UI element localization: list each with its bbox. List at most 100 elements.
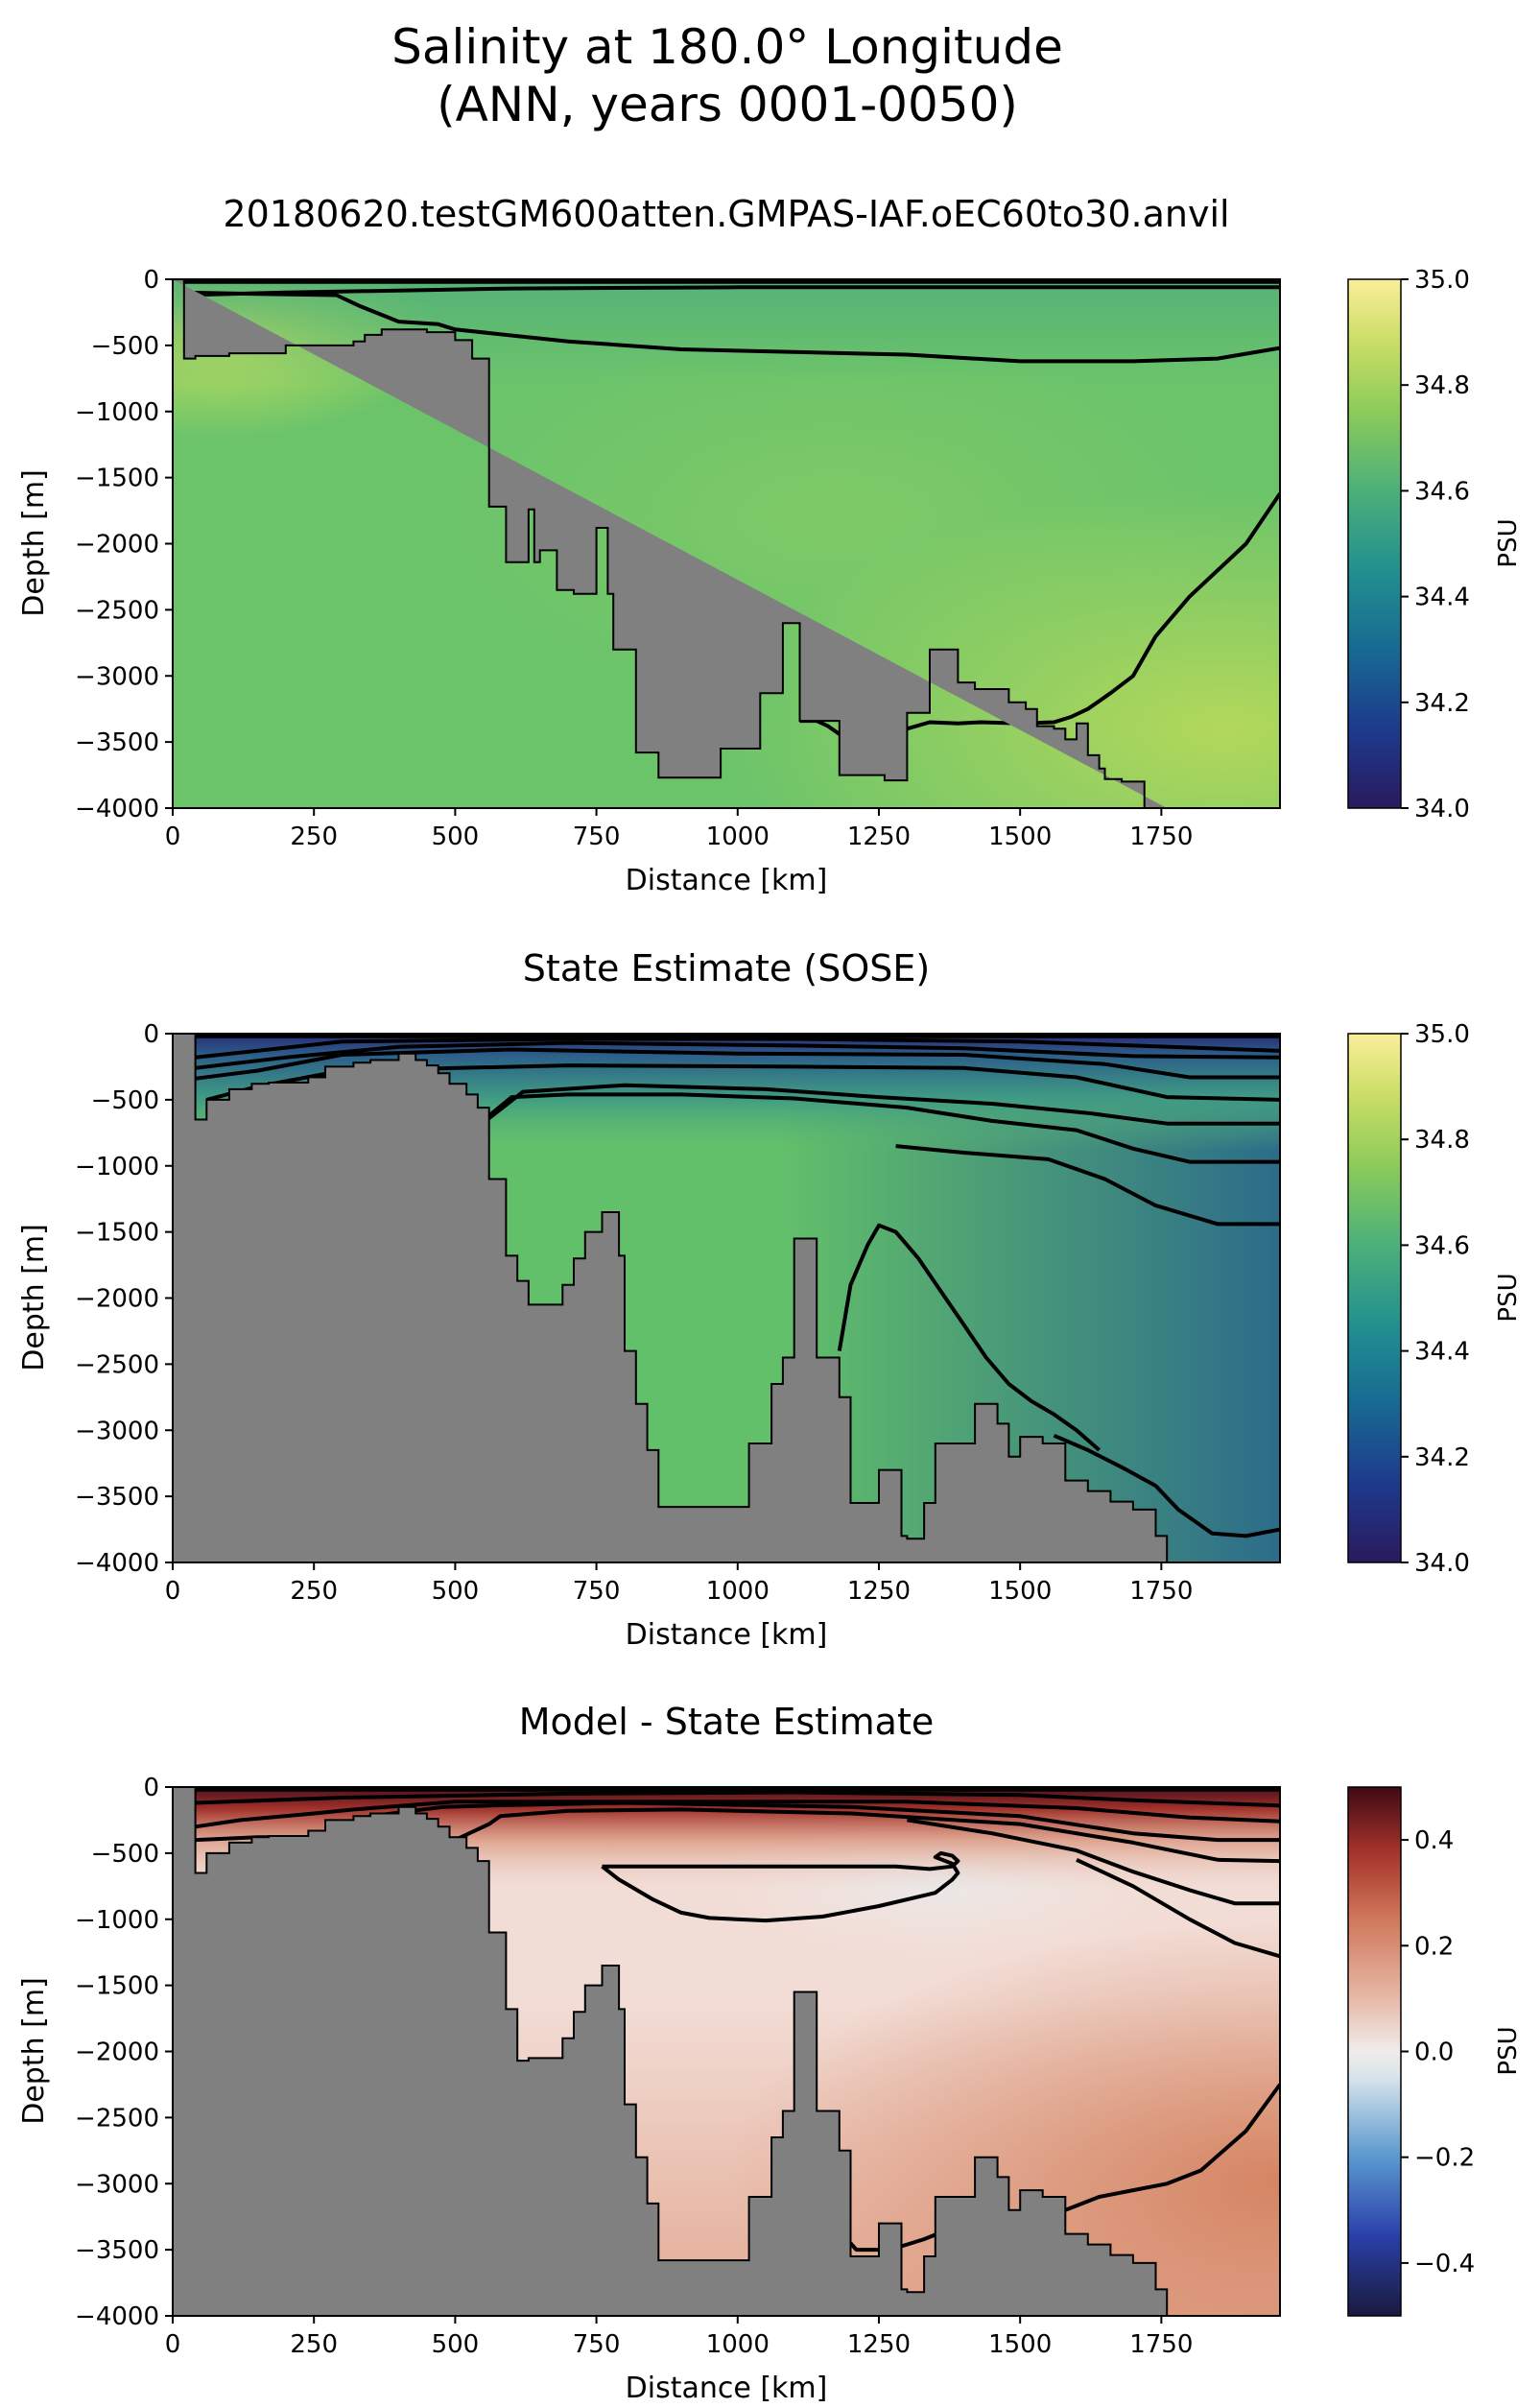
contour-line xyxy=(195,1047,1280,1081)
x-tick-label: 1500 xyxy=(988,823,1052,851)
panel-title: 20180620.testGM600atten.GMPAS-IAF.oEC60t… xyxy=(223,193,1229,235)
contour-line xyxy=(183,290,1280,364)
colorbar xyxy=(1347,1786,1402,2317)
colorbar xyxy=(1347,278,1402,809)
x-tick-label: 1750 xyxy=(1129,823,1193,851)
x-tick-label: 0 xyxy=(165,2330,181,2359)
y-tick-label: −1500 xyxy=(75,1972,159,2001)
y-tick-label: −2500 xyxy=(75,596,159,625)
bathymetry xyxy=(173,279,1168,808)
y-tick-label: −3500 xyxy=(75,728,159,757)
field-layer xyxy=(173,1787,1280,2316)
colorbar-tick-label: −0.4 xyxy=(1414,2250,1475,2278)
x-tick-label: 1500 xyxy=(988,2330,1052,2359)
y-tick-label: −1000 xyxy=(75,398,159,427)
contour-line xyxy=(195,1040,1280,1070)
colorbar-label: PSU xyxy=(1494,1273,1523,1322)
y-tick-label: −2000 xyxy=(75,531,159,560)
panel-title: State Estimate (SOSE) xyxy=(523,947,930,989)
x-tick-label: 250 xyxy=(290,2330,338,2359)
contour-line xyxy=(195,1037,1280,1060)
contour-line xyxy=(837,1223,1101,1452)
y-tick-label: −500 xyxy=(91,1086,159,1115)
x-tick-label: 1000 xyxy=(706,823,770,851)
x-tick-label: 0 xyxy=(165,823,181,851)
y-tick-label: −3000 xyxy=(75,662,159,691)
x-tick-label: 1250 xyxy=(847,1577,911,1606)
figure-title-line-2: (ANN, years 0001-0050) xyxy=(437,77,1018,132)
x-axis-label: Distance [km] xyxy=(626,864,828,897)
colorbar-tick-label: 34.0 xyxy=(1414,1549,1470,1578)
field-layer xyxy=(173,1034,1280,1562)
contour-line xyxy=(895,1144,1280,1227)
y-tick-label: −500 xyxy=(91,332,159,361)
y-tick-label: −1000 xyxy=(75,1153,159,1181)
colorbar-ticks: 34.0 34.2 34.4 34.6 34.8 35.0 xyxy=(1401,1020,1470,1578)
colorbar-tick-label: −0.2 xyxy=(1414,2144,1475,2173)
contour-line xyxy=(601,1850,960,1923)
colorbar-tick-label: 34.6 xyxy=(1414,1231,1470,1260)
colorbar-label: PSU xyxy=(1494,518,1523,567)
x-tick-label: 1000 xyxy=(706,1577,770,1606)
figure-title-line-1: Salinity at 180.0° Longitude xyxy=(391,19,1063,75)
y-axis-label: Depth [m] xyxy=(17,469,51,617)
colorbar-tick-label: 34.4 xyxy=(1414,584,1470,612)
colorbar-ticks: 34.0 34.2 34.4 34.6 34.8 35.0 xyxy=(1401,266,1470,823)
contour-line xyxy=(195,1790,1280,1808)
x-tick-label: 750 xyxy=(573,823,621,851)
colorbar-tick-label: 34.0 xyxy=(1414,795,1470,823)
y-tick-label: 0 xyxy=(143,1774,159,1802)
contour-line xyxy=(487,1092,1280,1164)
y-tick-label: −2000 xyxy=(75,1285,159,1314)
x-axis-label: Distance [km] xyxy=(626,2372,828,2405)
colorbar xyxy=(1347,1033,1402,1563)
contour-line xyxy=(205,1063,1280,1102)
colorbar-tick-label: 34.2 xyxy=(1414,689,1470,718)
x-tick-label: 500 xyxy=(432,1577,480,1606)
field-layer xyxy=(173,279,1280,808)
y-tick-label: −2500 xyxy=(75,1350,159,1379)
x-tick-label: 1250 xyxy=(847,823,911,851)
axes: 0 250 500 750 1000 1250 1500 1750 0 −500 −1000 −150… xyxy=(75,266,1193,851)
y-tick-label: 0 xyxy=(143,266,159,295)
bathymetry xyxy=(173,1787,1169,2316)
x-tick-label: 250 xyxy=(290,1577,338,1606)
y-tick-label: −3000 xyxy=(75,1417,159,1445)
y-tick-label: 0 xyxy=(143,1020,159,1049)
x-tick-label: 1000 xyxy=(706,2330,770,2359)
x-tick-label: 1500 xyxy=(988,1577,1052,1606)
colorbar-tick-label: 34.4 xyxy=(1414,1338,1470,1367)
contour-lines xyxy=(195,1034,1280,1538)
y-tick-label: −3000 xyxy=(75,2170,159,2199)
x-tick-label: 0 xyxy=(165,1577,181,1606)
y-tick-label: −3500 xyxy=(75,2236,159,2265)
axes: 0 250 500 750 1000 1250 1500 1750 0 −500 −1000 −150… xyxy=(75,1020,1193,1606)
colorbar-tick-label: 35.0 xyxy=(1414,1020,1470,1049)
panel-state-estimate: State Estimate (SOSE) 0 250 500 750 1000 1250… xyxy=(17,947,1523,1652)
x-tick-label: 1250 xyxy=(847,2330,911,2359)
x-tick-label: 500 xyxy=(432,2330,480,2359)
colorbar-tick-label: 34.8 xyxy=(1414,1126,1470,1155)
panel-title: Model - State Estimate xyxy=(519,1701,934,1743)
y-tick-label: −4000 xyxy=(75,1549,159,1578)
contour-line xyxy=(195,1800,1280,1829)
contour-line xyxy=(454,1807,1280,1864)
colorbar-tick-label: 0.0 xyxy=(1414,2038,1454,2067)
x-tick-label: 250 xyxy=(290,823,338,851)
y-tick-label: −3500 xyxy=(75,1483,159,1512)
y-tick-label: −4000 xyxy=(75,2302,159,2331)
contour-line xyxy=(1053,1433,1280,1538)
x-axis-label: Distance [km] xyxy=(626,1618,828,1652)
y-tick-label: −500 xyxy=(91,1840,159,1869)
x-tick-label: 500 xyxy=(432,823,480,851)
y-axis-label: Depth [m] xyxy=(17,1224,51,1371)
bathymetry xyxy=(173,1034,1169,1562)
y-tick-label: −1000 xyxy=(75,1906,159,1935)
colorbar-label: PSU xyxy=(1494,2026,1523,2075)
y-tick-label: −1500 xyxy=(75,465,159,493)
x-tick-label: 750 xyxy=(573,1577,621,1606)
axes: 0 250 500 750 1000 1250 1500 1750 0 −500 −1000 −150… xyxy=(75,1774,1193,2359)
colorbar-tick-label: 0.4 xyxy=(1414,1826,1454,1855)
y-axis-label: Depth [m] xyxy=(17,1977,51,2125)
